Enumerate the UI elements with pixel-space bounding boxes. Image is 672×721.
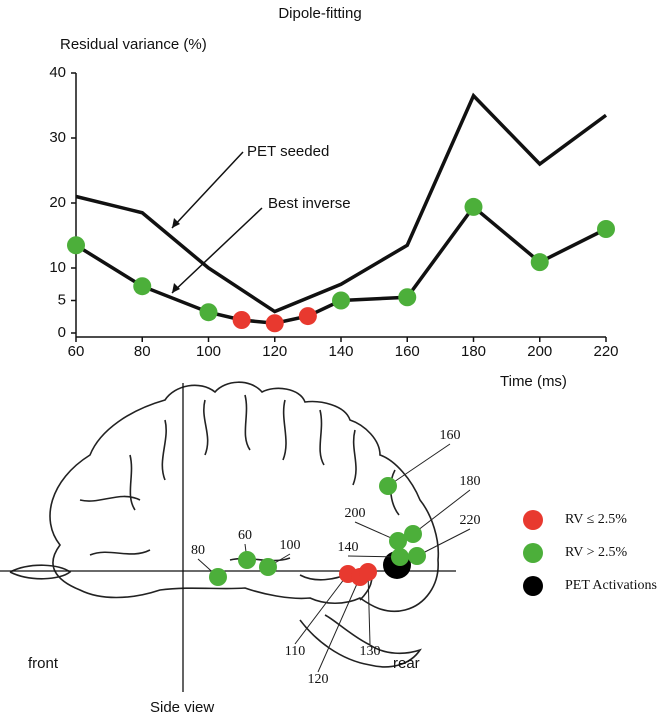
x-tick-label: 220 <box>593 343 618 360</box>
leader-line <box>368 572 370 644</box>
page: Dipole-fitting Residual variance (%) Tim… <box>0 0 672 721</box>
x-tick-label: 80 <box>134 343 151 360</box>
marker <box>233 311 251 329</box>
dipole <box>379 477 397 495</box>
x-tick-label: 120 <box>262 343 287 360</box>
marker <box>133 277 151 295</box>
y-tick-label: 0 <box>58 324 66 341</box>
chart-title: Dipole-fitting <box>278 5 361 22</box>
dipole-label: 110 <box>285 644 305 659</box>
dipole-label: 120 <box>308 672 329 687</box>
dipole <box>359 563 377 581</box>
leader-line <box>295 574 348 644</box>
dipole-label: 100 <box>280 538 301 553</box>
legend-label: RV > 2.5% <box>565 545 627 560</box>
dipole-label: 180 <box>460 474 481 489</box>
dipole-label: 220 <box>460 513 481 528</box>
arrow-head <box>172 218 180 228</box>
legend-swatch <box>523 510 543 530</box>
marker <box>332 292 350 310</box>
y-tick-label: 20 <box>49 194 66 211</box>
y-tick-label: 10 <box>49 259 66 276</box>
dipole <box>209 568 227 586</box>
figure: Dipole-fitting Residual variance (%) Tim… <box>0 0 672 721</box>
x-tick-label: 140 <box>328 343 353 360</box>
dipole-label: 200 <box>345 506 366 521</box>
dipole-label: 130 <box>360 644 381 659</box>
x-tick-label: 180 <box>461 343 486 360</box>
dipole <box>389 532 407 550</box>
dipole-label: 140 <box>338 540 359 555</box>
brain-outline <box>10 382 438 667</box>
x-tick-label: 200 <box>527 343 552 360</box>
dipole <box>391 548 409 566</box>
dipole-label: 80 <box>191 543 205 558</box>
view-label: Side view <box>150 699 214 716</box>
arrow-head <box>172 283 180 293</box>
dipole <box>408 547 426 565</box>
annotation: PET seeded <box>247 143 329 160</box>
dipole <box>259 558 277 576</box>
leader-line <box>388 444 450 486</box>
y-axis-label: Residual variance (%) <box>60 36 207 53</box>
leader-line <box>318 577 360 672</box>
marker <box>531 253 549 271</box>
y-tick-label: 30 <box>49 129 66 146</box>
marker <box>67 236 85 254</box>
legend-label: PET Activations <box>565 578 657 593</box>
y-tick-label: 5 <box>58 291 66 308</box>
marker <box>398 288 416 306</box>
legend-label: RV ≤ 2.5% <box>565 512 627 527</box>
legend-swatch <box>523 576 543 596</box>
y-tick-label: 40 <box>49 64 66 81</box>
legend-swatch <box>523 543 543 563</box>
dipole <box>238 551 256 569</box>
marker <box>266 314 284 332</box>
marker <box>299 307 317 325</box>
x-axis-label: Time (ms) <box>500 373 567 390</box>
marker <box>597 220 615 238</box>
dipole-label: 160 <box>440 428 461 443</box>
rear-label: rear <box>393 655 420 672</box>
x-tick-label: 60 <box>68 343 85 360</box>
marker <box>465 198 483 216</box>
annotation-arrow <box>172 152 243 228</box>
front-label: front <box>28 655 59 672</box>
x-tick-label: 160 <box>395 343 420 360</box>
dipole-label: 60 <box>238 528 252 543</box>
marker <box>200 303 218 321</box>
x-tick-label: 100 <box>196 343 221 360</box>
annotation: Best inverse <box>268 195 351 212</box>
